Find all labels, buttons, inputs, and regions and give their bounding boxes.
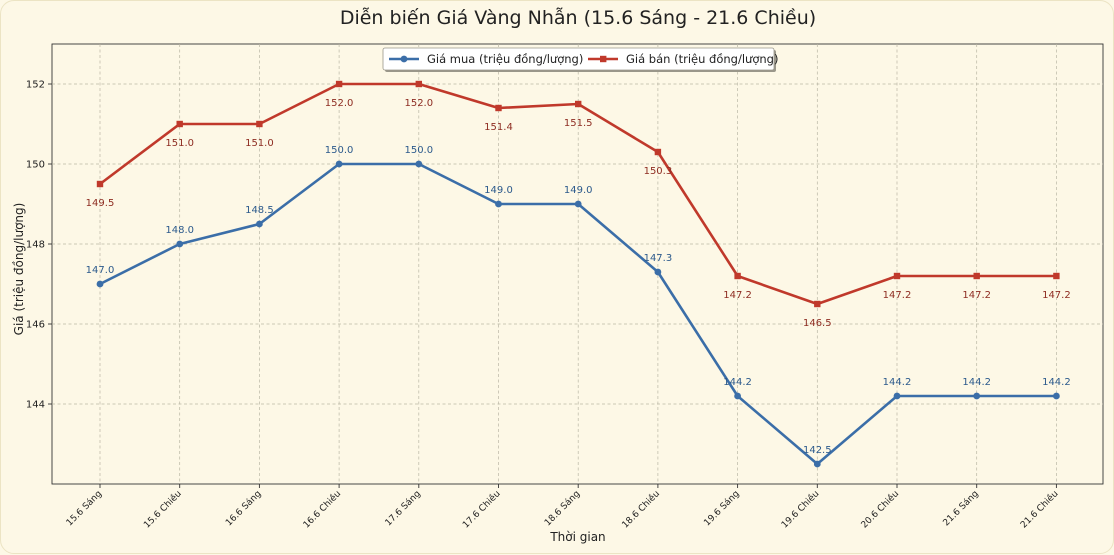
x-tick-label: 18.6 Sáng — [543, 489, 582, 528]
chart-title: Diễn biến Giá Vàng Nhẫn (15.6 Sáng - 21.… — [340, 6, 816, 29]
data-point — [1053, 272, 1060, 280]
data-label: 144.2 — [1042, 377, 1071, 388]
x-tick-label: 21.6 Chiều — [1018, 488, 1060, 530]
grid-lines — [52, 44, 1103, 484]
x-tick-label: 16.6 Chiều — [301, 488, 343, 530]
x-tick-label: 15.6 Chiều — [142, 488, 184, 530]
data-point — [814, 300, 821, 308]
data-point — [893, 272, 901, 280]
x-axis-ticks: 15.6 Sáng 15.6 Chiều 16.6 Sáng 16.6 Chiều 17… — [65, 484, 1061, 531]
data-label: 144.2 — [723, 377, 752, 388]
data-point — [176, 120, 183, 128]
data-point — [654, 148, 662, 156]
y-tick-label: 144 — [26, 400, 45, 411]
data-label: 147.2 — [962, 290, 991, 301]
data-label: 149.0 — [564, 185, 593, 196]
data-labels: 147.0 148.0 148.5 150.0 150.0 149.0 149.0 147.3… — [86, 98, 1071, 456]
x-tick-label: 15.6 Sáng — [65, 489, 104, 528]
data-point — [495, 200, 502, 208]
x-tick-label: 18.6 Chiều — [620, 488, 662, 530]
data-label: 148.0 — [165, 225, 194, 236]
y-tick-label: 152 — [26, 80, 45, 91]
data-point — [256, 120, 263, 128]
x-tick-label: 16.6 Sáng — [224, 489, 263, 528]
plot-area — [51, 43, 1104, 485]
data-point — [973, 272, 980, 280]
data-label: 148.5 — [245, 205, 274, 216]
data-point — [973, 392, 981, 400]
data-point — [893, 392, 901, 400]
series-group — [96, 80, 1060, 468]
x-axis-label: Thời gian — [549, 530, 605, 544]
x-tick-label: 17.6 Chiều — [460, 488, 502, 530]
data-point — [1053, 392, 1060, 400]
y-axis-ticks: 144 146 148 150 152 — [26, 80, 52, 411]
data-point — [335, 80, 343, 88]
data-point — [575, 100, 582, 108]
y-axis-label: Giá (triệu đồng/lượng) — [12, 203, 26, 336]
data-label: 144.2 — [883, 377, 912, 388]
data-point — [96, 180, 104, 188]
legend-entry: Giá bán (triệu đồng/lượng) — [626, 52, 778, 66]
x-tick-label: 19.6 Sáng — [702, 489, 741, 528]
data-point — [96, 280, 104, 288]
legend-marker — [600, 55, 607, 63]
data-label: 151.0 — [245, 138, 274, 149]
data-point — [495, 104, 502, 112]
data-label: 146.5 — [803, 318, 832, 329]
legend-box — [382, 47, 775, 71]
data-label: 147.2 — [723, 290, 752, 301]
y-tick-label: 148 — [26, 240, 45, 251]
data-label: 149.5 — [86, 198, 115, 209]
y-tick-label: 146 — [26, 320, 45, 331]
data-point — [574, 200, 582, 208]
data-label: 144.2 — [962, 377, 991, 388]
y-tick-label: 150 — [26, 160, 45, 171]
x-tick-label: 17.6 Sáng — [384, 489, 423, 528]
data-label: 147.2 — [1042, 290, 1071, 301]
plot-border — [51, 43, 1104, 485]
data-point — [335, 160, 343, 168]
legend-entry: Giá mua (triệu đồng/lượng) — [427, 52, 583, 66]
data-label: 152.0 — [404, 98, 433, 109]
data-point — [734, 272, 741, 280]
data-label: 147.3 — [644, 253, 673, 264]
data-label: 150.0 — [325, 145, 354, 156]
data-label: 152.0 — [325, 98, 354, 109]
data-label: 150.0 — [404, 145, 433, 156]
x-tick-label: 20.6 Chiều — [859, 488, 901, 530]
data-label: 151.4 — [484, 122, 513, 133]
data-label: 151.0 — [165, 138, 194, 149]
x-tick-label: 19.6 Chiều — [779, 488, 821, 530]
data-point — [654, 268, 662, 276]
x-tick-label: 21.6 Sáng — [942, 489, 981, 528]
data-label: 151.5 — [564, 118, 593, 129]
data-label: 142.5 — [803, 445, 832, 456]
data-point — [415, 160, 423, 168]
data-point — [256, 220, 263, 228]
data-label: 147.0 — [86, 265, 115, 276]
data-label: 147.2 — [883, 290, 912, 301]
data-label: 149.0 — [484, 185, 513, 196]
legend: Giá mua (triệu đồng/lượng) Giá bán (triệu… — [382, 47, 778, 72]
data-point — [415, 80, 422, 88]
data-label: 150.3 — [644, 166, 673, 177]
data-point — [176, 240, 184, 248]
data-point — [734, 392, 741, 400]
legend-marker — [400, 55, 408, 63]
data-point — [813, 460, 821, 468]
